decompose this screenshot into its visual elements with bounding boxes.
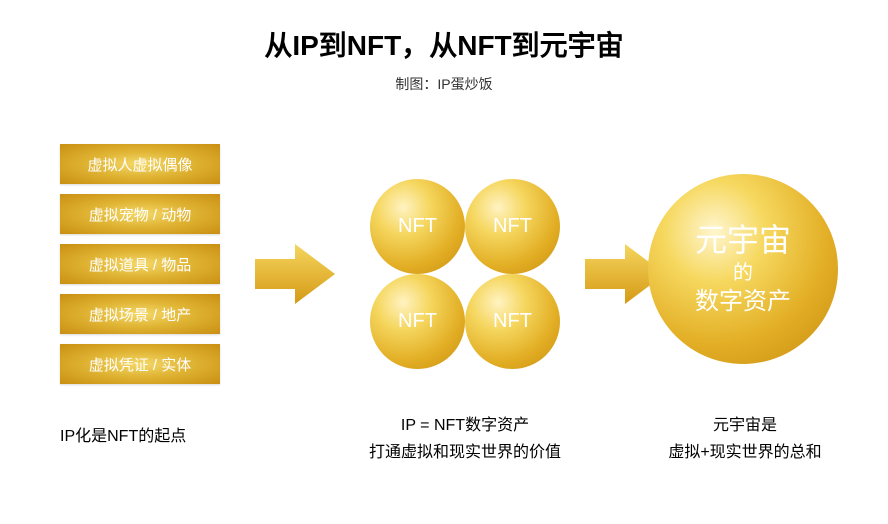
nft-circle: NFT [465, 274, 560, 369]
caption-line: IP = NFT数字资产 [340, 412, 590, 439]
big-circle-line: 的 [733, 260, 753, 286]
nft-circle: NFT [370, 179, 465, 274]
caption-line: 打通虚拟和现实世界的价值 [340, 439, 590, 466]
category-box: 虚拟道具 / 物品 [60, 244, 220, 284]
big-circle-line: 元宇宙 [695, 221, 791, 259]
page-title: 从IP到NFT，从NFT到元宇宙 [0, 24, 888, 64]
caption-right: 元宇宙是 虚拟+现实世界的总和 [645, 412, 845, 466]
caption-line: 虚拟+现实世界的总和 [645, 439, 845, 466]
nft-circle: NFT [465, 179, 560, 274]
metaverse-circle: 元宇宙 的 数字资产 [648, 174, 838, 364]
diagram-content: 虚拟人虚拟偶像 虚拟宠物 / 动物 虚拟道具 / 物品 虚拟场景 / 地产 虚拟… [0, 144, 888, 444]
nft-circle: NFT [370, 274, 465, 369]
big-circle-line: 数字资产 [695, 286, 791, 317]
arrow-icon [255, 244, 335, 304]
category-box: 虚拟凭证 / 实体 [60, 344, 220, 384]
caption-middle: IP = NFT数字资产 打通虚拟和现实世界的价值 [340, 412, 590, 466]
caption-left: IP化是NFT的起点 [60, 422, 230, 446]
left-column: 虚拟人虚拟偶像 虚拟宠物 / 动物 虚拟道具 / 物品 虚拟场景 / 地产 虚拟… [60, 144, 220, 394]
caption-line: 元宇宙是 [645, 412, 845, 439]
page-subtitle: 制图：IP蛋炒饭 [0, 74, 888, 94]
nft-cluster: NFT NFT NFT NFT [370, 179, 560, 369]
category-box: 虚拟宠物 / 动物 [60, 194, 220, 234]
category-box: 虚拟人虚拟偶像 [60, 144, 220, 184]
category-box: 虚拟场景 / 地产 [60, 294, 220, 334]
